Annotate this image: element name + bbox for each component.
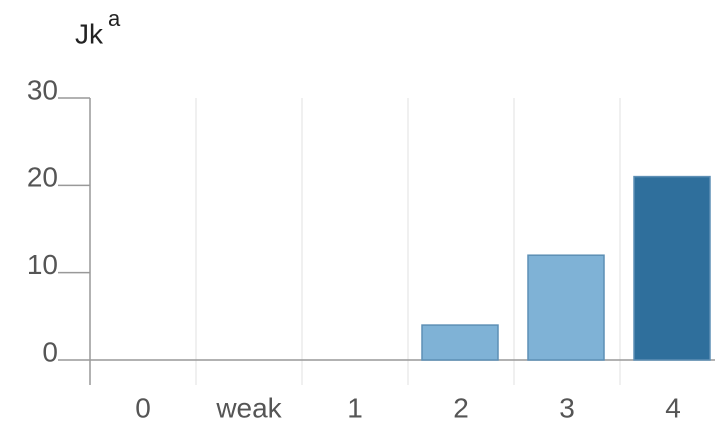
chart-title-superscript: a xyxy=(108,6,121,31)
x-tick-label: 3 xyxy=(559,392,575,423)
x-tick-label: weak xyxy=(215,392,282,423)
chart-title: Jk xyxy=(75,18,104,49)
bar xyxy=(633,175,711,361)
x-tick-label: 0 xyxy=(135,392,151,423)
y-tick-label: 30 xyxy=(27,74,58,105)
y-tick-label: 20 xyxy=(27,162,58,193)
y-tick-label: 10 xyxy=(27,249,58,280)
bar xyxy=(527,254,605,361)
x-tick-label: 2 xyxy=(453,392,469,423)
x-tick-label: 4 xyxy=(665,392,681,423)
bar xyxy=(421,324,499,361)
y-tick-label: 0 xyxy=(42,336,58,367)
x-tick-label: 1 xyxy=(347,392,363,423)
